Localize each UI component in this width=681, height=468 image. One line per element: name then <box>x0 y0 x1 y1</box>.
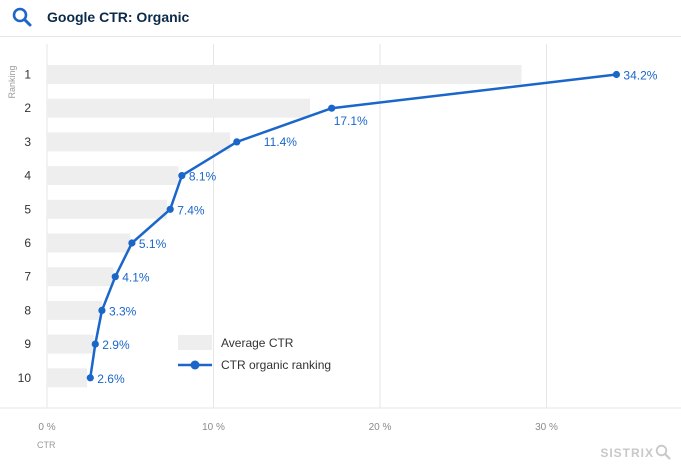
magnifier-icon <box>655 444 671 460</box>
ctr-point <box>98 306 106 314</box>
legend-swatch-point <box>190 360 200 370</box>
tick-layer: 1 2 3 4 5 6 7 8 9 10 0 % 10 % 20 % 30 % Ranking CTR <box>7 65 558 450</box>
bar-average-ctr <box>47 199 167 219</box>
legend: Average CTR CTR organic ranking <box>178 335 331 372</box>
y-tick-label: 7 <box>24 270 31 284</box>
legend-swatch-average-ctr <box>178 335 212 350</box>
y-tick-label: 4 <box>24 169 31 183</box>
ctr-point <box>91 340 99 348</box>
ctr-point <box>128 239 136 247</box>
data-label: 34.2% <box>623 69 657 83</box>
y-axis-label: Ranking <box>7 65 17 98</box>
data-label: 2.9% <box>102 338 130 352</box>
x-tick-label: 30 % <box>535 422 558 433</box>
data-label: 5.1% <box>139 237 167 251</box>
bar-average-ctr <box>47 98 311 118</box>
y-tick-label: 1 <box>24 68 31 82</box>
bar-average-ctr <box>47 166 179 186</box>
legend-label-average-ctr: Average CTR <box>221 336 294 350</box>
data-label: 4.1% <box>122 271 150 285</box>
y-tick-label: 6 <box>24 236 31 250</box>
ctr-point <box>178 172 186 180</box>
y-tick-label: 10 <box>18 371 32 385</box>
data-label: 8.1% <box>189 170 217 184</box>
bar-average-ctr <box>47 334 94 354</box>
data-label: 3.3% <box>109 304 137 318</box>
brand-name: SISTRIX <box>600 446 654 460</box>
data-label: 11.4% <box>264 135 297 149</box>
chart-header: Google CTR: Organic <box>0 0 681 37</box>
ctr-point <box>233 138 241 146</box>
grid-layer <box>0 44 681 409</box>
legend-label-ctr-organic: CTR organic ranking <box>221 358 331 372</box>
chart-title: Google CTR: Organic <box>47 9 190 25</box>
bar-average-ctr <box>47 65 522 84</box>
ctr-point <box>166 205 174 213</box>
search-icon[interactable] <box>11 6 33 28</box>
bar-average-ctr <box>47 233 131 253</box>
ctr-point <box>111 273 119 281</box>
ctr-point <box>612 70 621 79</box>
label-layer: 34.2% 17.1% 11.4% 8.1% 7.4% 5.1% 4.1% 3.3% 2.9% 2… <box>97 69 657 386</box>
ctr-point <box>86 374 94 382</box>
bar-layer <box>47 65 522 388</box>
ctr-organic-line <box>89 73 617 378</box>
x-tick-label: 20 % <box>369 422 392 433</box>
y-tick-label: 3 <box>24 135 31 149</box>
data-label: 7.4% <box>177 203 205 217</box>
ctr-point <box>328 104 336 112</box>
bar-average-ctr <box>47 368 87 388</box>
data-label: 17.1% <box>334 114 368 128</box>
x-tick-label: 0 % <box>38 422 55 433</box>
bar-average-ctr <box>47 300 102 320</box>
x-axis-label: CTR <box>37 440 56 450</box>
line-layer <box>86 70 621 382</box>
y-tick-label: 2 <box>24 101 31 115</box>
y-tick-label: 5 <box>24 202 31 216</box>
y-tick-label: 9 <box>24 337 31 351</box>
data-label: 2.6% <box>97 372 125 386</box>
bar-average-ctr <box>47 267 114 287</box>
x-tick-label: 10 % <box>202 422 225 433</box>
bar-average-ctr <box>47 132 231 152</box>
brand-logo: SISTRIX <box>600 444 671 460</box>
y-tick-label: 8 <box>24 303 31 317</box>
